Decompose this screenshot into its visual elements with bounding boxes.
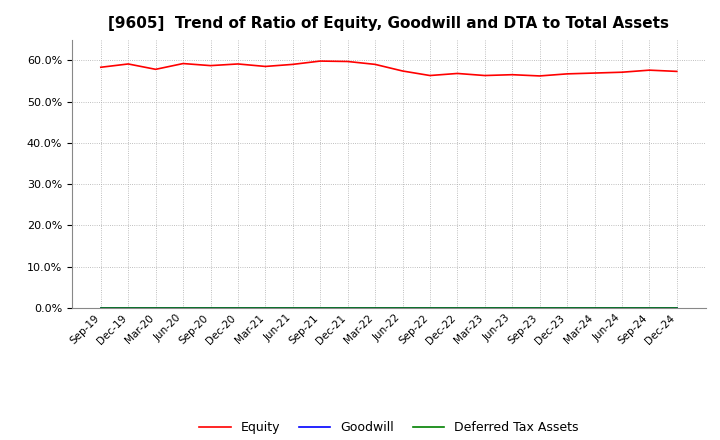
Equity <box>618 70 626 75</box>
Goodwill <box>124 305 132 311</box>
Deferred Tax Assets <box>289 305 297 311</box>
Goodwill <box>563 305 572 311</box>
Legend: Equity, Goodwill, Deferred Tax Assets: Equity, Goodwill, Deferred Tax Assets <box>194 416 583 439</box>
Deferred Tax Assets <box>453 305 462 311</box>
Equity <box>233 61 242 66</box>
Deferred Tax Assets <box>480 305 489 311</box>
Goodwill <box>289 305 297 311</box>
Deferred Tax Assets <box>508 305 516 311</box>
Goodwill <box>206 305 215 311</box>
Equity <box>124 61 132 66</box>
Equity <box>453 71 462 76</box>
Deferred Tax Assets <box>179 305 187 311</box>
Equity <box>398 68 407 73</box>
Goodwill <box>151 305 160 311</box>
Equity <box>206 63 215 68</box>
Equity <box>371 62 379 67</box>
Deferred Tax Assets <box>151 305 160 311</box>
Goodwill <box>316 305 325 311</box>
Equity <box>316 59 325 64</box>
Equity <box>672 69 681 74</box>
Equity <box>563 71 572 77</box>
Deferred Tax Assets <box>426 305 434 311</box>
Goodwill <box>590 305 599 311</box>
Deferred Tax Assets <box>261 305 270 311</box>
Equity <box>179 61 187 66</box>
Deferred Tax Assets <box>590 305 599 311</box>
Equity <box>480 73 489 78</box>
Equity <box>261 64 270 69</box>
Title: [9605]  Trend of Ratio of Equity, Goodwill and DTA to Total Assets: [9605] Trend of Ratio of Equity, Goodwil… <box>108 16 670 32</box>
Goodwill <box>618 305 626 311</box>
Deferred Tax Assets <box>645 305 654 311</box>
Goodwill <box>261 305 270 311</box>
Goodwill <box>398 305 407 311</box>
Equity <box>645 67 654 73</box>
Goodwill <box>508 305 516 311</box>
Equity <box>151 67 160 72</box>
Goodwill <box>426 305 434 311</box>
Deferred Tax Assets <box>618 305 626 311</box>
Equity <box>343 59 352 64</box>
Equity <box>536 73 544 79</box>
Goodwill <box>453 305 462 311</box>
Deferred Tax Assets <box>371 305 379 311</box>
Deferred Tax Assets <box>206 305 215 311</box>
Goodwill <box>672 305 681 311</box>
Deferred Tax Assets <box>398 305 407 311</box>
Goodwill <box>371 305 379 311</box>
Deferred Tax Assets <box>233 305 242 311</box>
Deferred Tax Assets <box>316 305 325 311</box>
Goodwill <box>233 305 242 311</box>
Goodwill <box>343 305 352 311</box>
Equity <box>96 65 105 70</box>
Goodwill <box>480 305 489 311</box>
Goodwill <box>536 305 544 311</box>
Goodwill <box>96 305 105 311</box>
Deferred Tax Assets <box>96 305 105 311</box>
Equity <box>590 70 599 76</box>
Goodwill <box>645 305 654 311</box>
Equity <box>289 62 297 67</box>
Deferred Tax Assets <box>672 305 681 311</box>
Line: Equity: Equity <box>101 61 677 76</box>
Equity <box>426 73 434 78</box>
Deferred Tax Assets <box>536 305 544 311</box>
Deferred Tax Assets <box>563 305 572 311</box>
Deferred Tax Assets <box>124 305 132 311</box>
Goodwill <box>179 305 187 311</box>
Equity <box>508 72 516 77</box>
Deferred Tax Assets <box>343 305 352 311</box>
